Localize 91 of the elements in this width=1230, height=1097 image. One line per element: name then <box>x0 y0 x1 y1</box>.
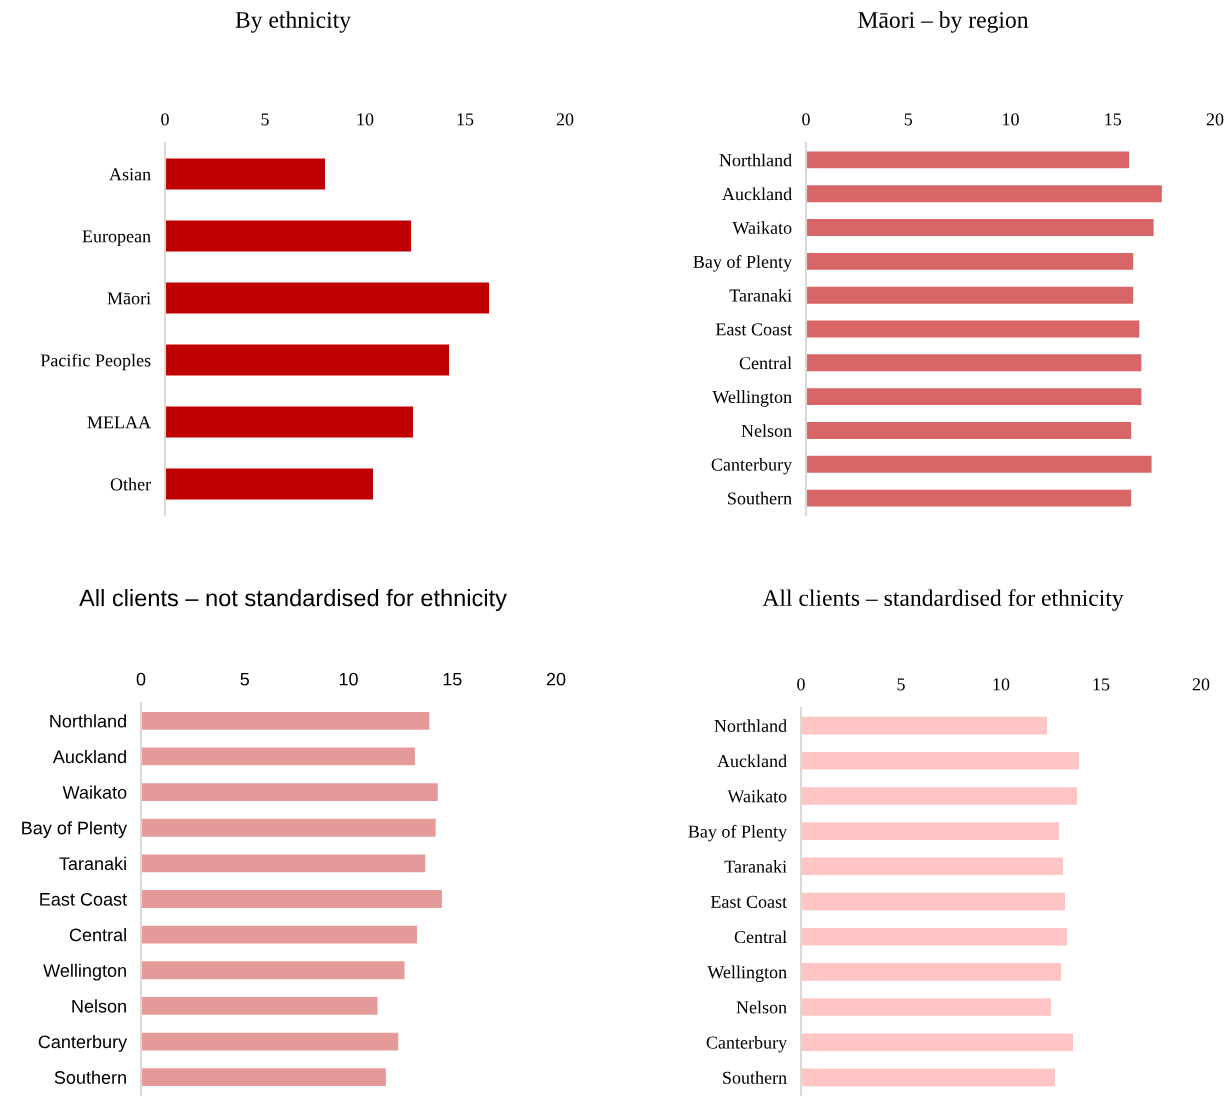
x-tick-label: 20 <box>556 113 574 126</box>
y-tick-label: Nelson <box>741 424 792 437</box>
x-tick-label: 10 <box>357 113 374 126</box>
chart-title: By ethnicity <box>235 11 351 33</box>
chart-title: All clients – standardised for ethnicity <box>762 589 1124 611</box>
x-tick-label: 15 <box>1105 113 1122 126</box>
x-tick-label: 20 <box>1192 678 1210 691</box>
y-tick-label: Nelson <box>736 1000 787 1014</box>
x-tick-label: 15 <box>443 672 462 686</box>
bar <box>165 406 413 438</box>
bar <box>165 158 325 190</box>
bar <box>165 468 373 500</box>
bar <box>141 925 417 944</box>
bar <box>141 997 378 1015</box>
y-tick-label: Nelson <box>72 999 126 1013</box>
y-tick-label: Northland <box>50 714 126 728</box>
bar <box>141 961 405 980</box>
y-tick-label: Taranaki <box>724 860 787 873</box>
x-tick-label: 10 <box>993 678 1010 691</box>
x-tick-label: 5 <box>240 672 250 686</box>
y-tick-label: East Coast <box>40 892 127 906</box>
y-tick-label: Southern <box>54 1070 126 1084</box>
y-tick-label: Canterbury <box>38 1035 128 1052</box>
chart-title: All clients – not standardised for ethnicity <box>79 588 507 611</box>
bar <box>801 1068 1055 1087</box>
bar <box>801 998 1051 1016</box>
y-tick-label: Other <box>110 477 151 491</box>
y-tick-label: Auckland <box>52 749 126 764</box>
y-tick-label: Auckland <box>722 187 792 201</box>
y-tick-label: Central <box>739 356 792 370</box>
y-tick-label: Canterbury <box>706 1035 788 1053</box>
bar <box>165 282 489 314</box>
y-tick-label: Northland <box>719 153 792 167</box>
y-tick-label: Central <box>69 928 126 942</box>
x-tick-label: 0 <box>136 672 146 686</box>
y-tick-label: Asian <box>109 168 151 181</box>
x-tick-label: 5 <box>261 113 269 126</box>
y-tick-label: Wellington <box>712 390 792 407</box>
x-tick-label: 0 <box>797 678 805 691</box>
bar <box>801 927 1067 946</box>
bar <box>801 963 1061 981</box>
x-tick-label: 15 <box>1093 678 1110 691</box>
x-tick-label: 10 <box>1003 113 1019 126</box>
y-tick-label: Wellington <box>707 965 787 983</box>
x-tick-label: 20 <box>546 672 566 686</box>
bar <box>801 822 1059 840</box>
bar <box>801 751 1079 770</box>
y-tick-label: Bay of Plenty <box>22 821 128 839</box>
y-tick-label: Auckland <box>717 754 787 768</box>
bar <box>165 344 449 376</box>
bar <box>141 747 415 766</box>
bar <box>801 787 1077 805</box>
bar <box>141 854 426 873</box>
x-tick-label: 0 <box>802 113 810 126</box>
bar <box>141 1032 399 1051</box>
bar <box>165 220 411 252</box>
y-tick-label: Māori <box>107 292 151 305</box>
y-tick-label: Pacific Peoples <box>40 353 151 371</box>
y-tick-label: Waikato <box>727 789 787 803</box>
y-tick-label: Northland <box>714 719 787 733</box>
y-tick-label: Wellington <box>43 963 126 981</box>
bar <box>801 1033 1073 1052</box>
y-tick-label: Waikato <box>62 785 127 799</box>
x-tick-label: 5 <box>897 678 905 691</box>
y-tick-label: Canterbury <box>711 458 793 475</box>
y-tick-label: Waikato <box>732 221 792 235</box>
bar <box>141 711 430 730</box>
bar <box>141 818 436 837</box>
x-tick-label: 0 <box>161 113 169 126</box>
y-tick-label: East Coast <box>710 895 787 908</box>
bar <box>141 783 438 801</box>
bar <box>801 716 1047 735</box>
x-tick-label: 20 <box>1206 113 1224 126</box>
y-tick-label: Bay of Plenty <box>693 255 793 272</box>
x-tick-label: 10 <box>339 672 358 686</box>
y-tick-label: European <box>82 230 151 247</box>
y-tick-label: Taranaki <box>729 288 792 302</box>
x-tick-label: 5 <box>904 113 913 126</box>
y-tick-label: Taranaki <box>59 856 126 871</box>
y-tick-label: Central <box>734 930 787 944</box>
y-tick-label: Southern <box>723 1071 787 1084</box>
bar <box>801 857 1063 876</box>
bar <box>141 1068 386 1087</box>
chart-title: Māori – by region <box>858 11 1029 33</box>
bar <box>801 892 1065 911</box>
x-tick-label: 15 <box>457 113 474 126</box>
bar <box>141 890 442 908</box>
y-tick-label: East Coast <box>715 323 792 336</box>
y-tick-label: Bay of Plenty <box>688 824 788 842</box>
y-tick-label: Southern <box>728 491 792 505</box>
y-tick-label: MELAA <box>87 416 151 429</box>
